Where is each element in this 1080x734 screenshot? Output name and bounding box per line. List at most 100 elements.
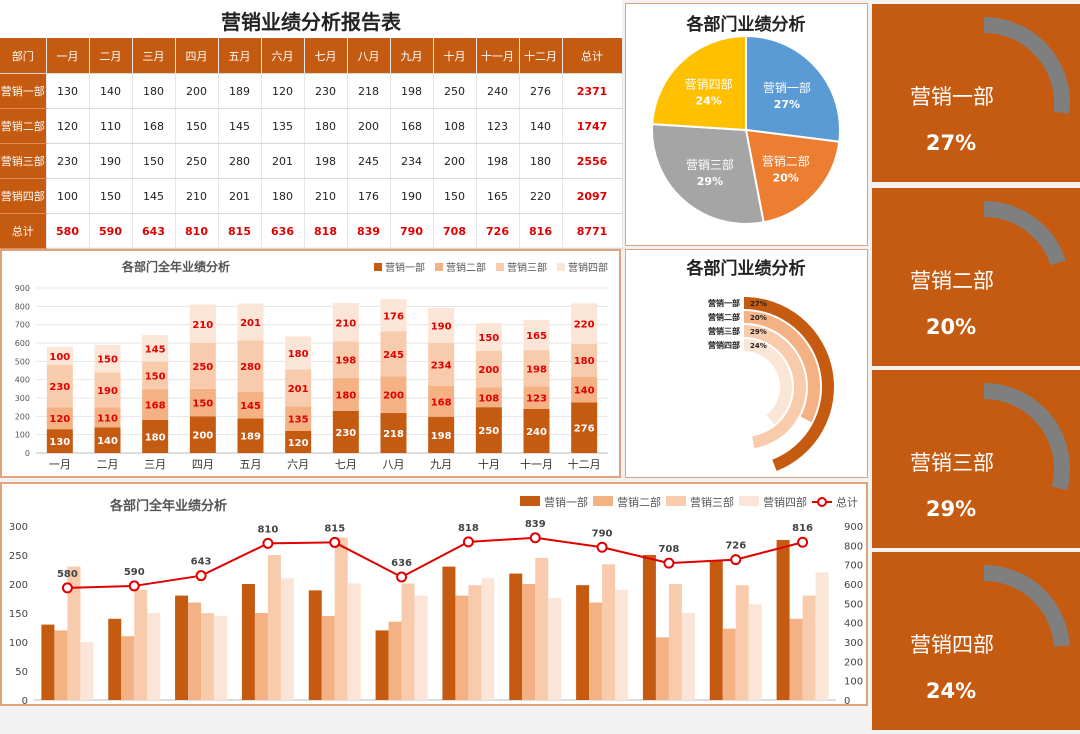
combo-bar xyxy=(214,615,228,700)
x-tick-label: 四月 xyxy=(192,458,214,471)
table-cell: 234 xyxy=(390,143,434,179)
total-marker xyxy=(195,570,207,582)
combo-bar xyxy=(709,560,723,700)
bar-segment xyxy=(189,343,216,389)
bar-data-label: 150 xyxy=(97,355,118,366)
bar-data-label: 150 xyxy=(192,399,213,410)
total-cell: 790 xyxy=(390,213,434,249)
kpi-gauge: 营销二部 20% xyxy=(910,201,1066,339)
table-cell: 250 xyxy=(175,143,219,179)
bar-segment xyxy=(46,365,73,408)
total-data-label: 590 xyxy=(124,567,145,578)
table-cell: 180 xyxy=(519,143,563,179)
bar-segment xyxy=(142,335,169,362)
x-tick-label: 六月 xyxy=(287,458,309,471)
bar-segment xyxy=(237,391,264,419)
table-header-cell: 四月 xyxy=(175,38,219,74)
kpi-gauge: 营销四部 24% xyxy=(910,565,1070,703)
table-header-cell: 三月 xyxy=(132,38,176,74)
report-table: 部门 一月 二月 三月 四月 五月 六月 七月 八月 九月 十月 十一月 十二月 总计 营销一部 130 140… xyxy=(0,38,623,249)
y-tick-label: 700 xyxy=(15,321,30,330)
y-tick-label: 300 xyxy=(9,522,28,533)
total-cell: 590 xyxy=(89,213,133,249)
bar-segment xyxy=(475,350,502,388)
pie-slice-label: 29% xyxy=(697,175,723,188)
gauge-arc xyxy=(983,383,1070,491)
combo-bar xyxy=(602,564,616,700)
legend-label: 营销三部 xyxy=(690,495,734,509)
radial-category-label: 营销二部 xyxy=(708,312,740,322)
table-cell: 180 xyxy=(304,108,348,144)
combo-bar xyxy=(388,621,402,700)
combo-bar xyxy=(576,585,590,700)
bar-data-label: 150 xyxy=(478,333,499,344)
pie-slice xyxy=(651,34,747,132)
total-marker xyxy=(128,580,140,592)
table-cell: 198 xyxy=(390,73,434,109)
total-data-label: 790 xyxy=(592,528,613,539)
combo-bar xyxy=(442,566,456,700)
bar-segment xyxy=(571,376,598,403)
radial-bar xyxy=(743,311,820,423)
total-cell: 580 xyxy=(46,213,90,249)
table-cell: 230 xyxy=(304,73,348,109)
total-data-label: 580 xyxy=(57,569,78,580)
bar-data-label: 180 xyxy=(574,356,595,367)
x-tick-label: 九月 xyxy=(430,458,452,471)
bar-data-label: 198 xyxy=(526,364,547,375)
radial-title: 各部门业绩分析 xyxy=(686,258,806,279)
legend-label: 营销二部 xyxy=(617,495,661,509)
combo-bar xyxy=(509,573,523,700)
total-data-label: 810 xyxy=(257,524,278,535)
bar-data-label: 108 xyxy=(478,393,499,404)
table-header-cell: 五月 xyxy=(218,38,262,74)
row-label: 总计 xyxy=(0,213,47,249)
combo-bar xyxy=(776,539,790,700)
table-cell: 230 xyxy=(46,143,90,179)
table-cell: 168 xyxy=(132,108,176,144)
table-cell: 189 xyxy=(218,73,262,109)
kpi-gauge: 营销一部 27% xyxy=(910,17,1070,155)
y-tick-label: 100 xyxy=(9,638,28,649)
legend-label: 总计 xyxy=(836,495,858,509)
bar-segment xyxy=(332,377,359,411)
table-cell: 276 xyxy=(519,73,563,109)
legend-label: 营销二部 xyxy=(446,261,486,274)
combo-bar xyxy=(108,618,122,700)
combo-bar xyxy=(80,642,94,700)
y2-tick-label: 200 xyxy=(844,657,863,668)
table-cell: 201 xyxy=(218,178,262,214)
combo-bar xyxy=(280,578,294,700)
combo-bar xyxy=(334,537,348,700)
table-cell: 280 xyxy=(218,143,262,179)
total-data-label: 839 xyxy=(525,519,546,530)
y2-tick-label: 900 xyxy=(844,522,863,533)
kpi-percent: 24% xyxy=(926,679,976,703)
combo-bar xyxy=(681,613,695,700)
x-tick-label: 五月 xyxy=(240,458,262,471)
bar-data-label: 201 xyxy=(288,384,309,395)
combo-bar xyxy=(267,555,281,700)
bar-data-label: 201 xyxy=(240,318,261,329)
combo-bar xyxy=(481,578,495,700)
combo-bar xyxy=(401,583,415,700)
legend-swatch xyxy=(557,263,565,271)
report-table-panel: 营销业绩分析报告表 部门 一月 二月 三月 四月 五月 六月 七月 八月 九月 十月 十一月 十二月 总计… xyxy=(0,0,623,249)
grand-total-cell: 8771 xyxy=(562,213,623,249)
radial-value-label: 27% xyxy=(750,300,767,308)
pie-slice-name: 营销一部 xyxy=(763,80,811,95)
table-cell: 240 xyxy=(476,73,520,109)
combo-bar xyxy=(748,604,762,700)
total-marker xyxy=(61,582,73,594)
total-data-label: 818 xyxy=(458,523,479,534)
dept-kpi-card: 营销三部 29% xyxy=(872,370,1080,548)
combo-bar xyxy=(642,555,656,700)
combo-bar xyxy=(455,595,469,700)
kpi-dept-name: 营销二部 xyxy=(910,269,994,293)
bar-data-label: 210 xyxy=(335,318,356,329)
table-cell: 150 xyxy=(89,178,133,214)
bar-data-label: 276 xyxy=(574,424,595,435)
bar-segment xyxy=(428,343,455,386)
table-cell: 150 xyxy=(132,143,176,179)
